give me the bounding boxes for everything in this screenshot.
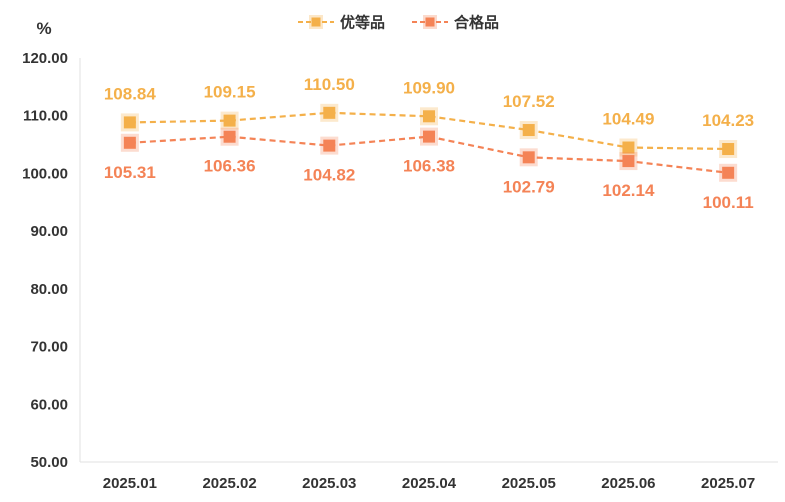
x-tick-label: 2025.04 xyxy=(402,475,457,492)
data-label: 109.15 xyxy=(204,83,256,102)
x-tick-label: 2025.03 xyxy=(302,475,356,492)
data-point[interactable] xyxy=(423,110,435,123)
data-label: 106.36 xyxy=(204,157,256,176)
data-label: 104.49 xyxy=(602,110,654,129)
data-point[interactable] xyxy=(223,130,236,143)
x-tick-label: 2025.02 xyxy=(202,475,256,492)
data-point[interactable] xyxy=(622,155,635,168)
data-point[interactable] xyxy=(423,130,435,143)
data-point[interactable] xyxy=(123,136,136,149)
data-point[interactable] xyxy=(323,106,336,119)
legend-item-0[interactable]: 优等品 xyxy=(298,14,385,32)
data-point[interactable] xyxy=(722,166,735,179)
y-axis-ticks: 50.00 60.00 70.00 80.00 90.00 100.00 110.00 120… xyxy=(22,50,68,471)
data-point[interactable] xyxy=(123,116,136,129)
legend-label: 合格品 xyxy=(453,14,499,32)
x-tick-label: 2025.05 xyxy=(502,475,556,492)
data-point[interactable] xyxy=(622,141,635,154)
data-point[interactable] xyxy=(522,151,535,164)
series-1: 105.31 106.36 104.82 106.38 102.79 102.14 100.… xyxy=(104,127,754,212)
legend-label: 优等品 xyxy=(340,14,385,32)
data-label: 102.14 xyxy=(602,181,655,200)
data-label: 107.52 xyxy=(503,92,555,111)
data-point[interactable] xyxy=(223,114,236,127)
data-point[interactable] xyxy=(323,139,336,152)
series-0: 108.84 109.15 110.50 109.90 107.52 104.49 104.… xyxy=(104,75,754,159)
data-label: 104.82 xyxy=(303,166,355,185)
data-label: 106.38 xyxy=(403,157,455,176)
y-tick-label: 70.00 xyxy=(30,339,68,356)
x-tick-label: 2025.06 xyxy=(601,475,655,492)
data-label: 105.31 xyxy=(104,163,156,182)
data-label: 109.90 xyxy=(403,78,455,97)
y-tick-label: 120.00 xyxy=(22,50,68,67)
x-axis-ticks: 2025.01 2025.02 2025.03 2025.04 2025.05 2025.… xyxy=(103,475,756,492)
data-point[interactable] xyxy=(522,124,535,137)
y-axis-unit-label: % xyxy=(36,19,51,38)
data-label: 110.50 xyxy=(304,75,355,94)
legend-marker xyxy=(425,17,435,27)
data-label: 102.79 xyxy=(503,177,555,196)
data-point[interactable] xyxy=(722,143,735,156)
data-label: 108.84 xyxy=(104,84,157,103)
y-tick-label: 60.00 xyxy=(30,396,68,413)
y-tick-label: 80.00 xyxy=(30,281,68,298)
legend: 优等品 合格品 xyxy=(298,14,499,32)
x-tick-label: 2025.01 xyxy=(103,475,157,492)
y-tick-label: 100.00 xyxy=(22,165,68,182)
series-layer: 108.84 109.15 110.50 109.90 107.52 104.49 104.… xyxy=(104,75,754,212)
legend-marker xyxy=(311,17,321,27)
data-label: 104.23 xyxy=(702,111,754,130)
data-label: 100.11 xyxy=(703,193,754,212)
y-tick-label: 110.00 xyxy=(23,108,68,125)
x-tick-label: 2025.07 xyxy=(701,475,755,492)
legend-item-1[interactable]: 合格品 xyxy=(412,14,499,32)
y-tick-label: 50.00 xyxy=(30,454,68,471)
y-tick-label: 90.00 xyxy=(30,223,68,240)
